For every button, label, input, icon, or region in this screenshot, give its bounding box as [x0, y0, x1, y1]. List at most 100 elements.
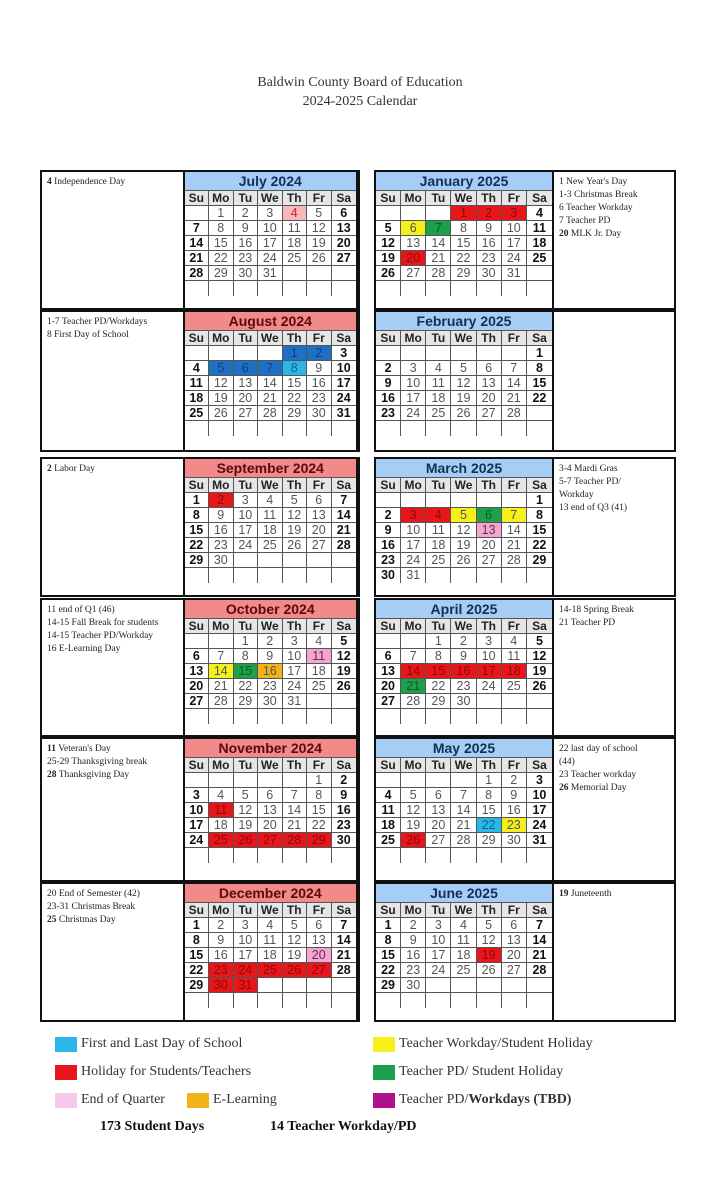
- day-cell: 20: [476, 391, 502, 406]
- day-cell: 19: [282, 948, 307, 963]
- day-cell: 8: [282, 361, 307, 376]
- empty-cell: [451, 346, 477, 361]
- day-cell: 18: [526, 236, 552, 251]
- month-block-july-2024: 4 Independence Day July 2024 Su Mo Tu We Th Fr S…: [40, 170, 360, 310]
- day-cell: 6: [233, 361, 259, 376]
- weekday-header: Tu: [233, 758, 259, 773]
- weekday-header: Th: [476, 331, 502, 346]
- day-cell: 4: [307, 634, 332, 649]
- weekday-header: Mo: [209, 903, 234, 918]
- day-cell: 24: [526, 818, 552, 833]
- day-cell: 18: [209, 818, 234, 833]
- day-cell: 11: [282, 221, 307, 236]
- legend-label: Teacher Workday/Student Holiday: [399, 1036, 593, 1051]
- weekday-header: Th: [476, 903, 502, 918]
- day-cell: 29: [307, 833, 332, 848]
- empty-cell: [258, 553, 283, 568]
- day-cell: 1: [426, 634, 452, 649]
- day-cell: 22: [282, 391, 307, 406]
- day-cell: 21: [331, 948, 356, 963]
- day-cell: 10: [526, 788, 552, 803]
- day-cell: 2: [401, 918, 427, 933]
- day-cell: 5: [233, 788, 259, 803]
- weekday-header: Su: [376, 191, 402, 206]
- legend-label: End of Quarter: [81, 1092, 165, 1107]
- legend-first-last: First and Last Day of School: [55, 1036, 242, 1052]
- day-cell: 10: [401, 376, 427, 391]
- empty-cell: [233, 773, 259, 788]
- month-title: June 2025: [376, 884, 552, 903]
- day-cell: 13: [331, 221, 356, 236]
- day-cell: 31: [401, 568, 427, 583]
- empty-cell: [376, 634, 402, 649]
- day-cell: 7: [501, 361, 527, 376]
- day-cell: 6: [376, 649, 402, 664]
- day-cell: 25: [258, 963, 283, 978]
- empty-cell: [401, 773, 427, 788]
- day-cell: 16: [209, 948, 234, 963]
- day-cell: 5: [476, 918, 502, 933]
- empty-cell: [401, 993, 427, 1008]
- note-line: 19 Juneteenth: [559, 889, 612, 899]
- empty-cell: [527, 421, 552, 436]
- month-calendar: August 2024 Su Mo Tu We Th Fr Sa 1 2 3 4 5 6 7 8 9 10 11 12…: [182, 312, 358, 450]
- day-cell: 3: [258, 206, 283, 221]
- day-cell: 4: [526, 206, 552, 221]
- weekday-header: Th: [476, 758, 502, 773]
- day-cell: 10: [401, 523, 427, 538]
- day-cell: 1: [233, 634, 259, 649]
- day-cell: 28: [282, 833, 307, 848]
- day-cell: 3: [426, 918, 452, 933]
- empty-cell: [502, 709, 527, 724]
- weekday-header: We: [258, 478, 283, 493]
- day-cell: 20: [476, 538, 502, 553]
- day-cell: 21: [209, 679, 234, 694]
- weekday-header: Sa: [526, 758, 552, 773]
- empty-cell: [477, 993, 502, 1008]
- day-cell: 26: [209, 406, 234, 421]
- empty-cell: [185, 568, 210, 583]
- empty-cell: [332, 568, 356, 583]
- empty-cell: [209, 773, 234, 788]
- empty-cell: [258, 709, 283, 724]
- empty-cell: [332, 421, 356, 436]
- day-cell: 27: [401, 266, 427, 281]
- day-cell: 11: [376, 803, 402, 818]
- weekday-header: Th: [282, 903, 307, 918]
- empty-cell: [209, 709, 234, 724]
- month-title: December 2024: [184, 884, 356, 903]
- day-cell: 26: [282, 963, 307, 978]
- day-cell: 12: [451, 523, 477, 538]
- day-cell: 16: [331, 803, 356, 818]
- weekday-header: Mo: [209, 478, 234, 493]
- empty-cell: [527, 281, 552, 296]
- day-cell: 15: [526, 376, 552, 391]
- day-cell: 7: [526, 918, 552, 933]
- day-cell: 24: [401, 553, 427, 568]
- day-cell: 17: [401, 391, 427, 406]
- day-cell: 17: [184, 818, 210, 833]
- day-cell: 19: [331, 664, 356, 679]
- empty-cell: [426, 709, 452, 724]
- day-cell: 21: [331, 523, 356, 538]
- day-cell: 15: [426, 664, 452, 679]
- weekday-header: Mo: [401, 331, 427, 346]
- day-cell: 6: [258, 788, 283, 803]
- legend-label: First and Last Day of School: [81, 1036, 243, 1051]
- day-cell: 20: [184, 679, 210, 694]
- legend-swatch: [187, 1092, 209, 1108]
- day-cell: 15: [233, 664, 259, 679]
- day-cell: 22: [184, 963, 210, 978]
- empty-cell: [376, 421, 402, 436]
- day-cell: 27: [307, 538, 332, 553]
- day-cell: 15: [282, 376, 307, 391]
- weekday-header: Su: [376, 903, 402, 918]
- day-cell: 14: [451, 803, 477, 818]
- day-cell: 4: [209, 788, 234, 803]
- day-cell: 27: [233, 406, 259, 421]
- day-cell: 23: [501, 818, 527, 833]
- empty-cell: [376, 993, 402, 1008]
- empty-cell: [426, 346, 452, 361]
- empty-cell: [307, 281, 332, 296]
- day-cell: 27: [426, 833, 452, 848]
